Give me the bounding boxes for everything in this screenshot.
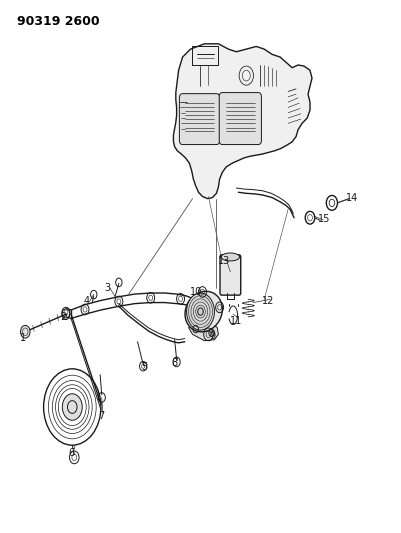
Text: 1: 1: [20, 333, 26, 343]
Text: 6: 6: [68, 448, 74, 458]
Circle shape: [186, 293, 215, 330]
Text: 90319 2600: 90319 2600: [17, 14, 100, 28]
Circle shape: [198, 308, 203, 316]
Text: 15: 15: [318, 214, 330, 224]
Text: 14: 14: [346, 192, 358, 203]
Text: 8: 8: [172, 358, 178, 368]
Text: 9: 9: [209, 332, 215, 342]
FancyBboxPatch shape: [219, 93, 261, 144]
Polygon shape: [173, 44, 312, 199]
Ellipse shape: [221, 253, 239, 261]
Text: 3: 3: [104, 282, 110, 293]
FancyBboxPatch shape: [179, 94, 220, 144]
Text: 4: 4: [84, 296, 90, 306]
Ellipse shape: [185, 292, 223, 332]
FancyBboxPatch shape: [220, 255, 241, 295]
Text: 5: 5: [142, 362, 148, 372]
Polygon shape: [188, 323, 219, 341]
Text: 7: 7: [98, 411, 104, 421]
Text: 10: 10: [190, 287, 203, 297]
Text: 12: 12: [262, 296, 274, 306]
Text: 11: 11: [230, 316, 243, 326]
Text: 2: 2: [60, 312, 66, 322]
Circle shape: [20, 325, 30, 338]
Circle shape: [62, 394, 82, 420]
Text: 13: 13: [218, 256, 231, 266]
